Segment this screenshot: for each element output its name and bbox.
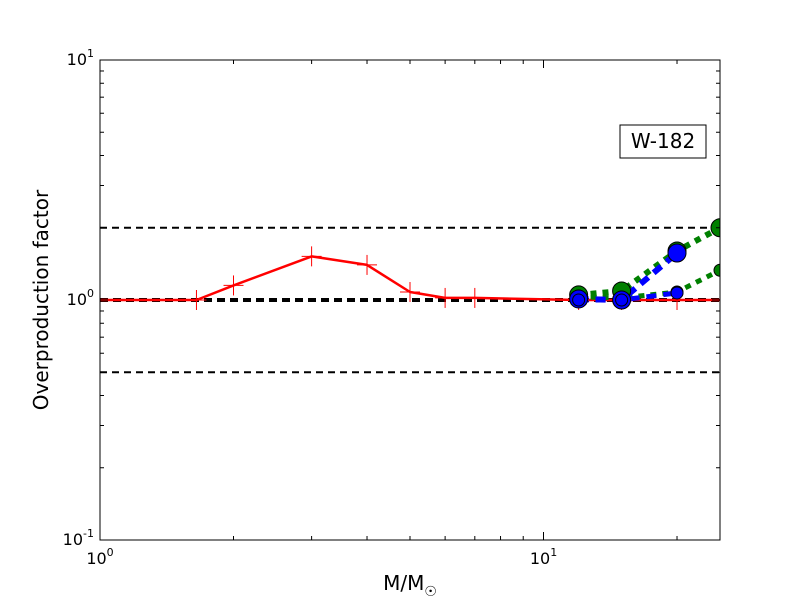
x-axis-label-subscript: ☉ <box>424 584 437 600</box>
series-point <box>667 243 687 263</box>
series-line-2 <box>578 268 720 301</box>
y-tick-label-exponent: 0 <box>87 287 94 300</box>
x-axis-label: M/M☉ <box>383 571 437 600</box>
series-markers <box>100 218 720 310</box>
x-tick-label-exponent: 1 <box>550 546 557 559</box>
y-tick-label-base: 10 <box>67 290 87 309</box>
x-tick-label: 100 <box>86 546 113 568</box>
series-line-1 <box>578 225 720 298</box>
y-tick-label-base: 10 <box>67 50 87 69</box>
x-tick-label: 101 <box>530 546 557 568</box>
y-axis-label: Overproduction factor <box>29 189 53 410</box>
y-tick-label-exponent: -1 <box>83 527 94 540</box>
series-point <box>710 218 720 238</box>
annotation-box: W-182 <box>619 124 707 159</box>
series-point <box>572 293 586 307</box>
reference-lines <box>100 226 720 374</box>
x-tick-label-base: 10 <box>86 549 106 568</box>
series-point <box>615 293 629 307</box>
series-point <box>670 286 684 300</box>
y-tick-label-exponent: 1 <box>87 47 94 60</box>
y-tick-label-base: 10 <box>63 530 83 549</box>
y-tick-label: 100 <box>67 287 94 309</box>
x-axis-label-text: M/M <box>383 571 424 595</box>
y-tick-label: 10-1 <box>63 527 94 549</box>
annotation-text: W-182 <box>631 129 695 153</box>
x-tick-label-base: 10 <box>530 549 550 568</box>
series-point <box>713 263 720 277</box>
y-tick-label: 101 <box>67 47 94 69</box>
axis-ticks <box>99 59 720 541</box>
annotation-frame <box>619 124 707 159</box>
x-tick-label-exponent: 0 <box>107 546 114 559</box>
